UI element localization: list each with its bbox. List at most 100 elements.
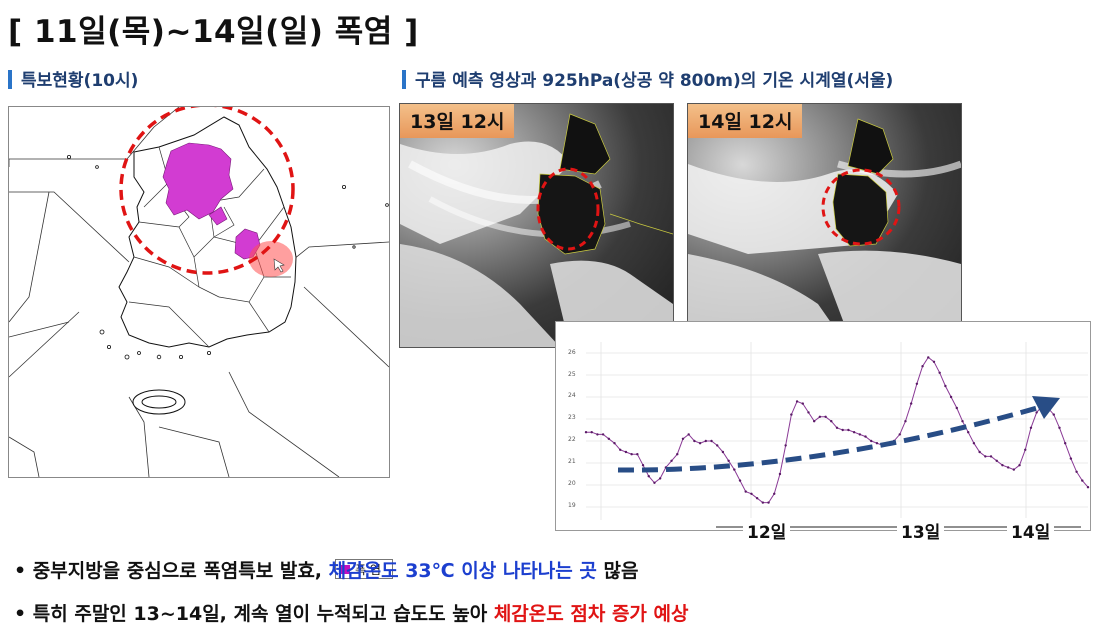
data-point	[904, 420, 907, 423]
y-tick-label: 26	[568, 349, 576, 356]
data-point	[1024, 448, 1027, 451]
legend-label: 폭 염	[355, 562, 381, 577]
data-point	[858, 433, 862, 436]
data-point	[1001, 464, 1004, 467]
satellite-cloud-graphic	[688, 118, 961, 347]
data-point	[607, 437, 611, 440]
data-point	[915, 382, 919, 385]
data-point	[1058, 426, 1061, 429]
y-tick-label: 25	[568, 371, 576, 378]
data-point	[870, 439, 873, 443]
data-point	[812, 420, 816, 423]
data-point	[830, 420, 833, 423]
data-point	[795, 400, 799, 403]
data-point	[624, 450, 628, 454]
data-point	[841, 428, 844, 432]
data-point	[773, 492, 776, 495]
y-tick-label: 20	[568, 480, 576, 487]
data-point	[647, 475, 650, 478]
data-point	[698, 442, 702, 445]
y-tick-label: 22	[568, 436, 576, 443]
data-point	[1006, 466, 1010, 469]
section-heading-warning: 특보현황(10시)	[8, 66, 138, 91]
section-heading-text: 특보현황(10시)	[21, 71, 139, 91]
peninsula-outline	[118, 116, 297, 348]
warning-map: 폭 염	[8, 103, 393, 579]
data-point	[875, 442, 879, 445]
data-point	[761, 501, 765, 504]
page-title: [ 11일(목)~14일(일) 폭염 ]	[8, 14, 419, 50]
data-point	[584, 431, 588, 434]
data-point	[738, 479, 742, 482]
data-point	[1052, 413, 1055, 416]
data-point	[733, 468, 736, 471]
focus-circle	[119, 103, 295, 275]
data-point	[693, 439, 696, 443]
section-marker-icon	[402, 70, 406, 89]
series-line	[586, 356, 1089, 504]
satellite-image-13: 13일 12시	[399, 103, 674, 348]
data-point	[938, 371, 941, 374]
bullet-text-end: 많음	[596, 560, 639, 582]
bullet-highlight: 체감온도 33℃ 이상 나타나는 곳	[328, 560, 597, 582]
data-point	[636, 453, 639, 456]
bullet-dot: •	[14, 603, 33, 625]
data-point	[961, 420, 964, 423]
focus-circle	[821, 168, 901, 246]
data-point	[630, 453, 633, 456]
data-point	[989, 455, 993, 458]
data-point	[921, 365, 924, 368]
data-point	[778, 472, 782, 476]
data-point	[1063, 442, 1067, 445]
data-point	[755, 497, 759, 500]
data-point	[681, 437, 685, 440]
korea-map-graphic	[8, 103, 390, 478]
y-tick-label: 23	[568, 414, 576, 421]
data-point	[847, 428, 850, 432]
data-point	[670, 459, 673, 462]
data-point	[767, 501, 770, 504]
satellite-label: 13일 12시	[400, 104, 515, 138]
data-point	[721, 450, 725, 454]
data-point	[619, 448, 622, 451]
bullet-text: 특히 주말인 13~14일, 계속 열이 누적되고 습도도 높아	[32, 603, 494, 625]
islands	[67, 155, 389, 360]
data-point	[613, 442, 616, 445]
data-point	[727, 459, 730, 462]
data-point	[590, 431, 593, 434]
highlight-glow	[249, 241, 293, 277]
data-point	[658, 477, 662, 480]
temperature-chart: 26 25 24 23 22 21 20 19 12일 13일 14일	[555, 321, 1091, 543]
data-point	[944, 384, 947, 388]
data-point	[641, 464, 645, 467]
chart-plot	[584, 342, 1090, 528]
data-point	[1029, 426, 1033, 429]
legend-swatch	[341, 564, 350, 574]
day-label-13: 13일	[897, 518, 945, 543]
data-point	[972, 442, 976, 445]
data-point	[818, 415, 822, 418]
data-point	[601, 433, 605, 436]
day-label-12: 12일	[743, 518, 791, 543]
data-point	[1081, 479, 1084, 482]
data-point	[1069, 457, 1073, 460]
data-point	[835, 426, 839, 429]
bullet-highlight: 체감온도 점차 증가 예상	[493, 603, 689, 625]
data-point	[744, 490, 747, 493]
data-point	[653, 481, 656, 484]
heatwave-warning-area	[162, 142, 261, 260]
data-point	[852, 431, 856, 434]
focus-circle	[536, 167, 600, 251]
trend-arrow	[617, 403, 1045, 473]
data-point	[790, 413, 793, 416]
data-point	[949, 395, 953, 399]
data-point	[1075, 470, 1078, 473]
satellite-cloud-graphic	[400, 113, 673, 347]
y-tick-label: 24	[568, 392, 576, 399]
data-point	[864, 435, 867, 438]
section-marker-icon	[8, 70, 12, 89]
y-tick-label: 19	[568, 502, 576, 509]
data-point	[704, 439, 707, 443]
bullet-dot: •	[14, 560, 33, 582]
data-point	[676, 453, 679, 456]
